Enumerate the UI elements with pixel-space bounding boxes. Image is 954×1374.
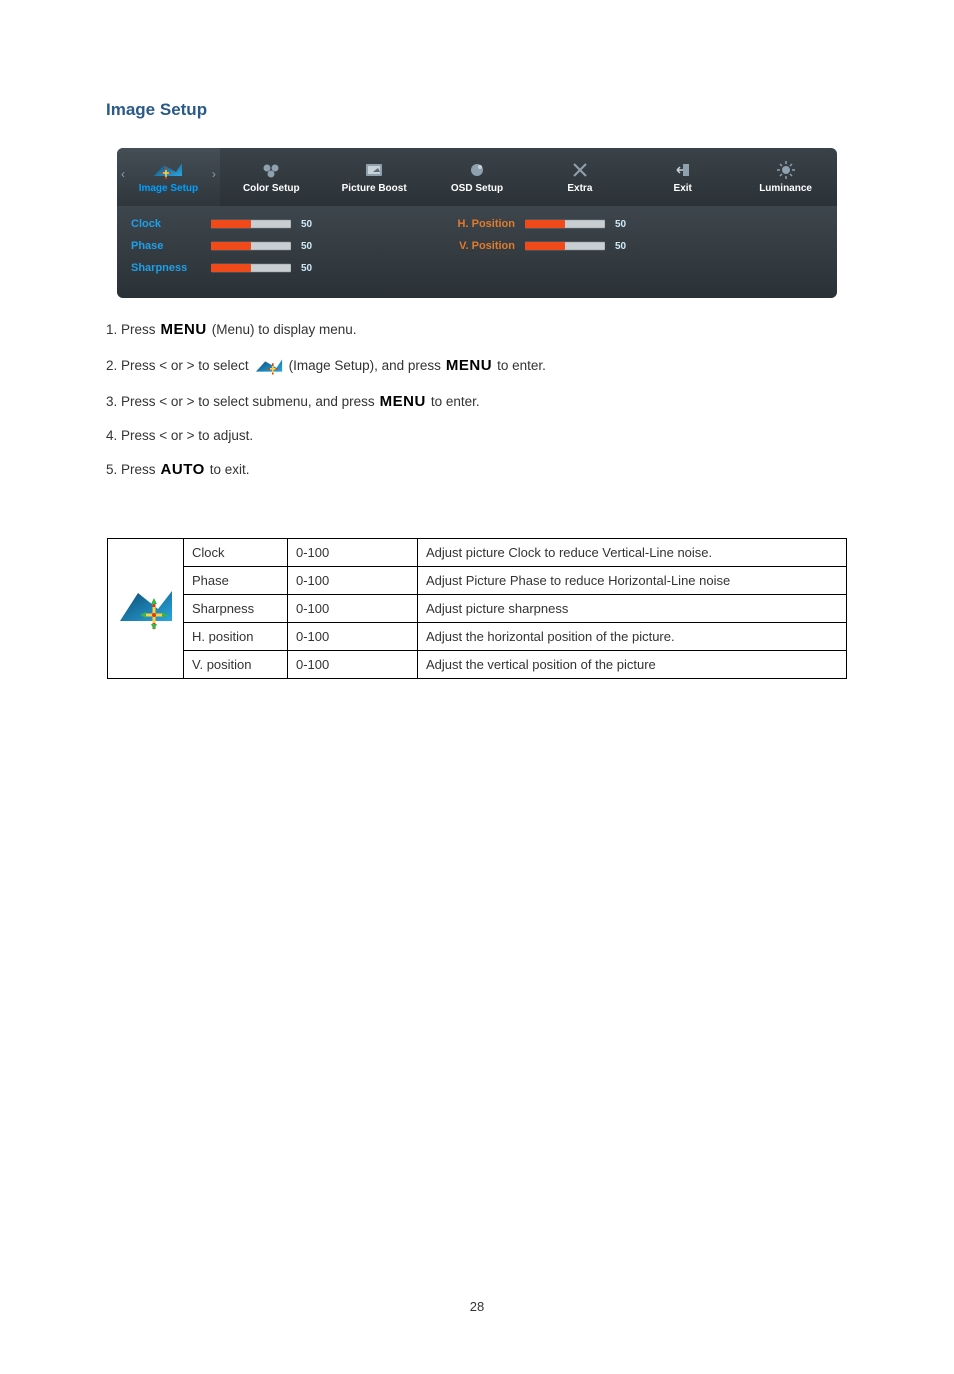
- menu-button-label: MENU: [161, 312, 207, 348]
- table-cell-name: H. position: [184, 623, 288, 651]
- tab-exit[interactable]: Exit: [631, 148, 734, 206]
- tab-picture-boost[interactable]: Picture Boost: [323, 148, 426, 206]
- step-text: (Image Setup), and press: [289, 350, 441, 382]
- step-text: 4. Press < or > to adjust.: [106, 420, 253, 452]
- row-label: V. Position: [365, 240, 515, 252]
- step-text: to exit.: [210, 454, 250, 486]
- table-row: Phase 0-100 Adjust Picture Phase to redu…: [108, 567, 847, 595]
- slider[interactable]: [525, 240, 605, 252]
- step-text: 5. Press: [106, 454, 156, 486]
- osd-column-left: Clock 50 Phase 50 Sharpness: [131, 218, 325, 284]
- chevron-left-icon: ‹: [121, 167, 125, 181]
- tab-label: Color Setup: [243, 183, 300, 194]
- step-1: 1. Press MENU (Menu) to display menu.: [106, 312, 894, 348]
- row-label: Phase: [131, 240, 201, 252]
- auto-button-label: AUTO: [161, 452, 205, 488]
- osd-panel: ‹ Image Setup ›: [117, 148, 837, 298]
- step-text: 2. Press < or > to select: [106, 350, 249, 382]
- table-cell-desc: Adjust the horizontal position of the pi…: [418, 623, 847, 651]
- table-cell-name: V. position: [184, 651, 288, 679]
- row-value: 50: [615, 241, 639, 252]
- page-number: 28: [60, 1299, 894, 1314]
- image-setup-icon: [152, 160, 184, 180]
- slider[interactable]: [525, 218, 605, 230]
- row-label: Sharpness: [131, 262, 201, 274]
- instruction-steps: 1. Press MENU (Menu) to display menu. 2.…: [106, 312, 894, 488]
- step-text: (Menu) to display menu.: [212, 314, 357, 346]
- step-4: 4. Press < or > to adjust.: [106, 420, 894, 452]
- section-title: Image Setup: [106, 100, 894, 120]
- image-setup-icon: [254, 356, 284, 376]
- table-cell-range: 0-100: [288, 539, 418, 567]
- step-5: 5. Press AUTO to exit.: [106, 452, 894, 488]
- osd-row-hposition[interactable]: H. Position 50: [365, 218, 639, 230]
- step-text: to enter.: [431, 386, 480, 418]
- osd-tabs: ‹ Image Setup ›: [117, 148, 837, 206]
- slider[interactable]: [211, 218, 291, 230]
- row-label: H. Position: [365, 218, 515, 230]
- table-cell-range: 0-100: [288, 651, 418, 679]
- table-cell-desc: Adjust picture sharpness: [418, 595, 847, 623]
- extra-icon: [564, 160, 596, 180]
- osd-column-right: H. Position 50 V. Position 50: [365, 218, 639, 284]
- tab-luminance[interactable]: Luminance: [734, 148, 837, 206]
- slider[interactable]: [211, 262, 291, 274]
- tab-label: Exit: [674, 183, 692, 194]
- spec-table: Clock 0-100 Adjust picture Clock to redu…: [107, 538, 847, 679]
- table-row: Clock 0-100 Adjust picture Clock to redu…: [108, 539, 847, 567]
- tab-label: Extra: [567, 183, 592, 194]
- tab-image-setup[interactable]: ‹ Image Setup ›: [117, 148, 220, 206]
- color-setup-icon: [255, 160, 287, 180]
- table-cell-range: 0-100: [288, 567, 418, 595]
- image-setup-icon: [116, 583, 176, 631]
- tab-label: OSD Setup: [451, 183, 503, 194]
- step-text: 1. Press: [106, 314, 156, 346]
- osd-setup-icon: [461, 160, 493, 180]
- table-icon-cell: [108, 539, 184, 679]
- osd-row-clock[interactable]: Clock 50: [131, 218, 325, 230]
- luminance-icon: [770, 160, 802, 180]
- step-text: to enter.: [497, 350, 546, 382]
- picture-boost-icon: [358, 160, 390, 180]
- table-cell-desc: Adjust Picture Phase to reduce Horizonta…: [418, 567, 847, 595]
- table-row: Sharpness 0-100 Adjust picture sharpness: [108, 595, 847, 623]
- tab-extra[interactable]: Extra: [528, 148, 631, 206]
- table-row: V. position 0-100 Adjust the vertical po…: [108, 651, 847, 679]
- exit-icon: [667, 160, 699, 180]
- table-row: H. position 0-100 Adjust the horizontal …: [108, 623, 847, 651]
- row-value: 50: [301, 263, 325, 274]
- table-cell-desc: Adjust picture Clock to reduce Vertical-…: [418, 539, 847, 567]
- slider[interactable]: [211, 240, 291, 252]
- osd-row-sharpness[interactable]: Sharpness 50: [131, 262, 325, 274]
- tab-label: Luminance: [759, 183, 812, 194]
- osd-body: Clock 50 Phase 50 Sharpness: [117, 206, 837, 298]
- tab-label: Picture Boost: [342, 183, 407, 194]
- menu-button-label: MENU: [380, 384, 426, 420]
- table-cell-name: Phase: [184, 567, 288, 595]
- table-cell-name: Sharpness: [184, 595, 288, 623]
- table-cell-range: 0-100: [288, 623, 418, 651]
- chevron-right-icon: ›: [212, 167, 216, 181]
- menu-button-label: MENU: [446, 348, 492, 384]
- osd-row-phase[interactable]: Phase 50: [131, 240, 325, 252]
- osd-row-vposition[interactable]: V. Position 50: [365, 240, 639, 252]
- row-value: 50: [301, 241, 325, 252]
- step-3: 3. Press < or > to select submenu, and p…: [106, 384, 894, 420]
- step-text: 3. Press < or > to select submenu, and p…: [106, 386, 375, 418]
- step-2: 2. Press < or > to select (Image Setup),…: [106, 348, 894, 384]
- row-value: 50: [301, 219, 325, 230]
- row-value: 50: [615, 219, 639, 230]
- table-cell-name: Clock: [184, 539, 288, 567]
- tab-osd-setup[interactable]: OSD Setup: [426, 148, 529, 206]
- row-label: Clock: [131, 218, 201, 230]
- table-cell-range: 0-100: [288, 595, 418, 623]
- tab-color-setup[interactable]: Color Setup: [220, 148, 323, 206]
- tab-label: Image Setup: [139, 183, 198, 194]
- table-cell-desc: Adjust the vertical position of the pict…: [418, 651, 847, 679]
